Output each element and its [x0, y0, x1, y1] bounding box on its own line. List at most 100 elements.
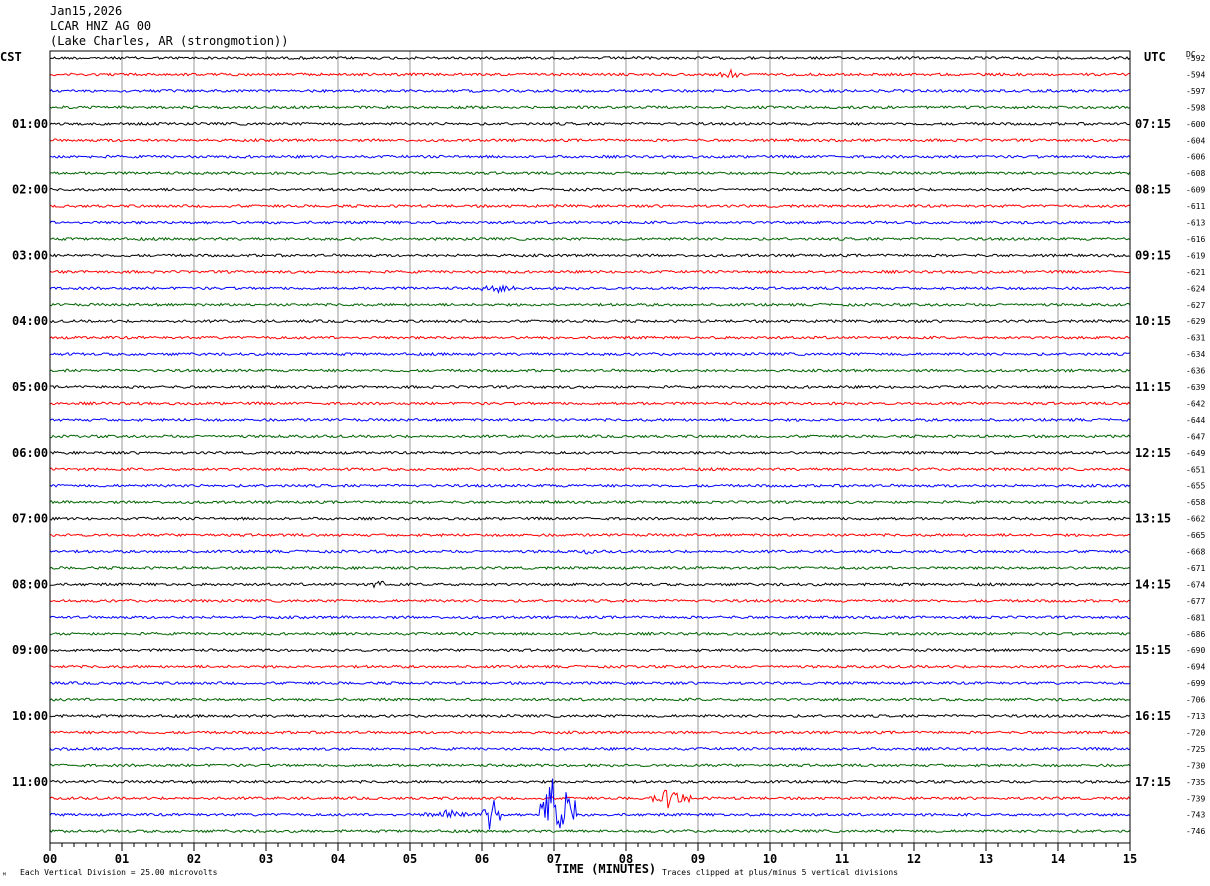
dc-offset-label: -634: [1186, 350, 1205, 359]
dc-offset-label: -604: [1186, 136, 1205, 145]
dc-offset-label: -665: [1186, 531, 1205, 540]
cst-hour-label: 02:00: [12, 183, 48, 197]
utc-hour-label: 12:15: [1135, 446, 1171, 460]
x-tick-label: 13: [979, 852, 993, 866]
cst-hour-label: 08:00: [12, 577, 48, 591]
trace-line: [49, 532, 1131, 538]
dc-offset-label: -609: [1186, 186, 1205, 195]
utc-hour-label: 17:15: [1135, 775, 1171, 789]
x-tick-label: 03: [259, 852, 273, 866]
dc-offset-label: -746: [1186, 827, 1205, 836]
dc-offset-label: -674: [1186, 580, 1205, 589]
dc-offset-label: -594: [1186, 70, 1205, 79]
trace-line: [49, 763, 1131, 768]
station-label: LCAR HNZ AG 00: [50, 19, 152, 33]
dc-offset-label: -725: [1186, 745, 1205, 754]
dc-offset-label: -636: [1186, 367, 1205, 376]
x-tick-label: 06: [475, 852, 489, 866]
cst-hour-label: 07:00: [12, 512, 48, 526]
cst-hour-label: 01:00: [12, 117, 48, 131]
dc-offset-label: -627: [1186, 301, 1205, 310]
dc-offset-label: -681: [1186, 613, 1205, 622]
trace-line: [49, 351, 1131, 357]
seismic-traces: [49, 55, 1131, 834]
dc-offset-label: -699: [1186, 679, 1205, 688]
trace-line: [49, 598, 1131, 603]
x-axis-title: TIME (MINUTES): [555, 862, 656, 876]
dc-offset-label: -739: [1186, 794, 1205, 803]
dc-offset-label: -644: [1186, 416, 1205, 425]
dc-offset-label: -671: [1186, 564, 1205, 573]
trace-line: [49, 68, 1131, 79]
x-tick-label: 08: [619, 852, 633, 866]
dc-offset-label: -686: [1186, 630, 1205, 639]
trace-line: [49, 88, 1131, 94]
date-label: Jan15,2026: [50, 4, 123, 18]
trace-line: [49, 516, 1131, 521]
x-tick-label: 11: [835, 852, 849, 866]
cst-hour-label: 04:00: [12, 314, 48, 328]
trace-line: [49, 335, 1131, 340]
plot-frame: [49, 50, 1131, 844]
trace-line: [49, 664, 1131, 669]
trace-line: [49, 220, 1131, 225]
trace-line: [49, 105, 1131, 110]
dc-offset-label: -629: [1186, 317, 1205, 326]
trace-line: [49, 713, 1131, 719]
x-tick-label: 15: [1123, 852, 1137, 866]
trace-line: [50, 434, 1131, 439]
dc-offset-label: -730: [1186, 761, 1205, 770]
trace-line: [49, 203, 1131, 209]
utc-hour-label: 09:15: [1135, 248, 1171, 262]
dc-offset-label: -690: [1186, 646, 1205, 655]
trace-line: [49, 171, 1131, 176]
dc-offset-label: -621: [1186, 268, 1205, 277]
trace-line: [50, 138, 1131, 143]
trace-line: [49, 779, 1131, 784]
dc-offset-label: -706: [1186, 696, 1205, 705]
dc-offset-label: -647: [1186, 432, 1205, 441]
trace-line: [49, 368, 1131, 373]
dc-offset-label: -631: [1186, 334, 1205, 343]
dc-offset-label: -639: [1186, 383, 1205, 392]
x-tick-label: 10: [763, 852, 777, 866]
dc-offset-label: -658: [1186, 498, 1205, 507]
trace-line: [49, 499, 1131, 505]
trace-line: [49, 549, 1131, 555]
x-tick-label: 05: [403, 852, 417, 866]
trace-line: [49, 154, 1131, 159]
dc-offset-label: -597: [1186, 87, 1205, 96]
dc-offset-label: -713: [1186, 712, 1205, 721]
dc-offset-label: -651: [1186, 465, 1205, 474]
dc-offset-label: -694: [1186, 663, 1205, 672]
dc-offset-label: -677: [1186, 597, 1205, 606]
utc-hour-label: 15:15: [1135, 643, 1171, 657]
dc-offset-label: -649: [1186, 449, 1205, 458]
trace-line: [49, 467, 1131, 472]
trace-line: [49, 648, 1131, 653]
dc-offset-label: -616: [1186, 235, 1205, 244]
trace-line: [49, 269, 1131, 275]
dc-offset-label: -624: [1186, 284, 1205, 293]
dc-offset-label: -592: [1186, 54, 1205, 63]
dc-offset-label: -642: [1186, 399, 1205, 408]
right-timezone-label: UTC: [1144, 50, 1166, 64]
cst-hour-label: 10:00: [12, 709, 48, 723]
trace-line: [49, 417, 1131, 423]
cst-hour-label: 03:00: [12, 248, 48, 262]
trace-line: [49, 789, 1131, 809]
trace-line: [49, 302, 1131, 307]
trace-line: [49, 187, 1131, 192]
cst-hour-label: 09:00: [12, 643, 48, 657]
trace-line: [49, 746, 1131, 752]
trace-line: [49, 253, 1131, 258]
trace-line: [49, 730, 1131, 735]
dc-offset-label: -611: [1186, 202, 1205, 211]
utc-hour-label: 13:15: [1135, 512, 1171, 526]
utc-hour-label: 10:15: [1135, 314, 1171, 328]
dc-offset-label: -619: [1186, 251, 1205, 260]
dc-label: DC: [1186, 50, 1196, 59]
corner-mark: ᴹ: [2, 871, 7, 880]
trace-line: [49, 778, 1131, 830]
